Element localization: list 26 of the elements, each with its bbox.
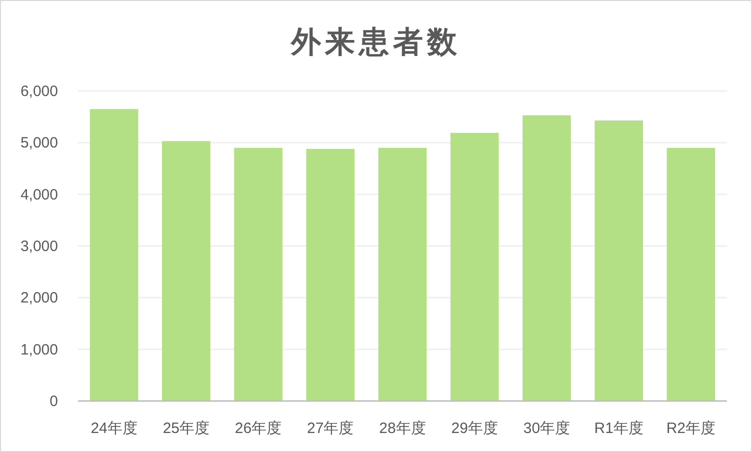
y-tick-label: 5,000: [20, 134, 58, 152]
x-tick-label: 25年度: [162, 420, 210, 437]
y-tick-label: 4,000: [20, 186, 58, 204]
x-tick-label: 28年度: [379, 420, 426, 437]
bar: [234, 148, 282, 401]
x-tick-label: 26年度: [234, 420, 282, 437]
x-tick-label: 24年度: [90, 420, 138, 437]
bar: [450, 132, 499, 401]
bar: [594, 120, 643, 401]
x-tick-label: R2年度: [666, 420, 716, 437]
y-tick-label: 6,000: [20, 83, 58, 100]
y-tick-label: 1,000: [20, 341, 58, 358]
bar: [666, 148, 716, 401]
bar: [522, 115, 571, 401]
bar: [162, 141, 210, 401]
x-tick-label: 27年度: [307, 420, 354, 437]
chart-title: 外来患者数: [290, 26, 461, 59]
y-tick-label: 0: [50, 393, 58, 410]
y-tick-label: 2,000: [20, 290, 58, 307]
bar: [306, 148, 355, 401]
x-tick-label: 30年度: [523, 420, 570, 437]
x-tick-label: 29年度: [451, 420, 498, 437]
bar: [90, 109, 138, 401]
bar: [378, 148, 427, 401]
y-tick-label: 3,000: [20, 238, 58, 255]
x-tick-label: R1年度: [594, 420, 644, 437]
